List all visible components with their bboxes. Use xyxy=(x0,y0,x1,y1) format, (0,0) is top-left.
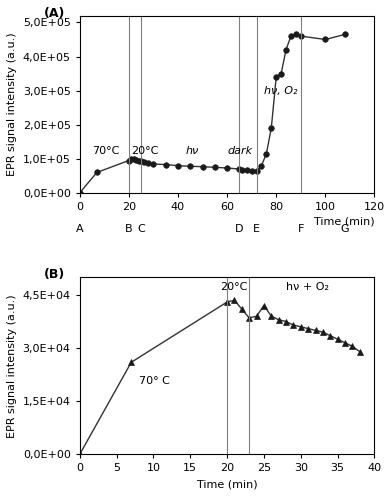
Text: E: E xyxy=(253,224,260,234)
Text: (A): (A) xyxy=(44,7,65,20)
Text: Time (min): Time (min) xyxy=(314,217,374,227)
Text: C: C xyxy=(137,224,145,234)
Text: hν + O₂: hν + O₂ xyxy=(286,282,329,292)
Text: F: F xyxy=(298,224,304,234)
Text: G: G xyxy=(341,224,349,234)
Text: hν, O₂: hν, O₂ xyxy=(264,86,298,96)
Y-axis label: EPR signal intensity (a.u.): EPR signal intensity (a.u.) xyxy=(7,294,17,437)
Text: hν: hν xyxy=(185,146,199,156)
Text: (B): (B) xyxy=(44,268,65,281)
Text: 20°C: 20°C xyxy=(220,282,247,292)
Text: B: B xyxy=(125,224,132,234)
Y-axis label: EPR signal intensity (a.u.): EPR signal intensity (a.u.) xyxy=(7,32,17,176)
Text: 70° C: 70° C xyxy=(139,375,169,385)
Text: D: D xyxy=(235,224,243,234)
Text: dark: dark xyxy=(227,146,252,156)
X-axis label: Time (min): Time (min) xyxy=(197,479,258,489)
Text: A: A xyxy=(76,224,83,234)
Text: 70°C: 70°C xyxy=(92,146,119,156)
Text: 20°C: 20°C xyxy=(131,146,159,156)
